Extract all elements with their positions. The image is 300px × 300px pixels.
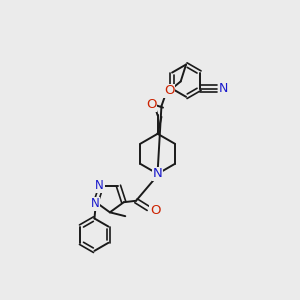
Text: O: O [150, 203, 160, 217]
Text: N: N [91, 197, 100, 210]
Text: N: N [95, 179, 104, 192]
Text: N: N [218, 82, 228, 95]
Text: O: O [146, 98, 157, 111]
Text: N: N [153, 167, 163, 180]
Text: O: O [164, 84, 174, 97]
